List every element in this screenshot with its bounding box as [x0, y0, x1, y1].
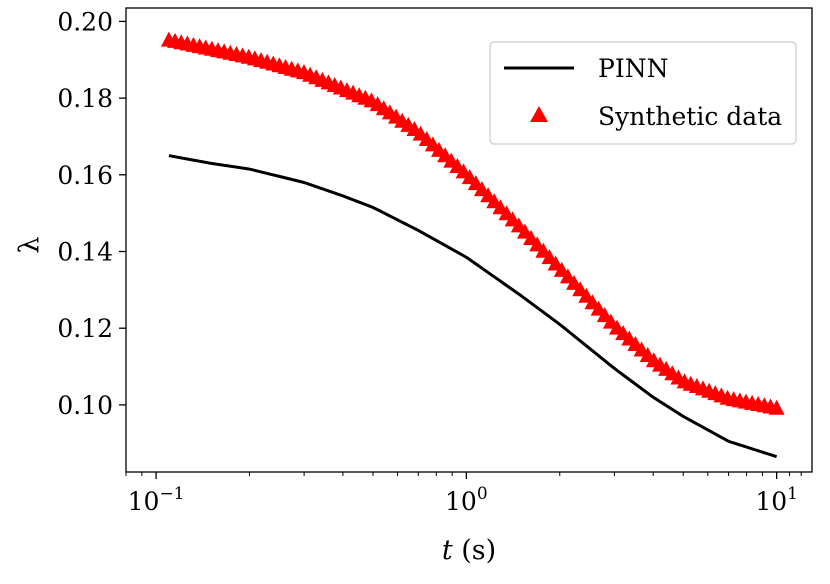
y-tick-label: 0.20 [57, 7, 113, 36]
y-axis-label: λ [14, 236, 45, 253]
y-tick-label: 0.14 [57, 238, 113, 267]
y-tick-label: 0.10 [57, 391, 113, 420]
y-tick-label: 0.16 [57, 161, 113, 190]
data-point-synthetic [768, 399, 785, 415]
x-axis-label: t (s) [442, 535, 496, 566]
x-tick-label: 10−1 [128, 484, 185, 516]
legend-synthetic-swatch [530, 106, 548, 122]
legend-pinn-label: PINN [598, 54, 668, 83]
x-tick-label: 100 [445, 484, 488, 516]
x-tick-label: 101 [755, 484, 798, 516]
legend-synthetic-label: Synthetic data [598, 102, 782, 131]
series-markers-synthetic [160, 31, 785, 415]
series-layer [160, 31, 785, 459]
x-axis: 10−1 100 101 [125, 472, 802, 516]
y-axis: 0.10 0.12 0.14 0.16 0.18 0.20 [57, 7, 126, 420]
legend: PINN Synthetic data [489, 41, 797, 145]
series-line-pinn [168, 154, 778, 459]
y-tick-label: 0.18 [57, 84, 113, 113]
y-tick-label: 0.12 [57, 314, 113, 343]
plot-frame [125, 7, 813, 473]
